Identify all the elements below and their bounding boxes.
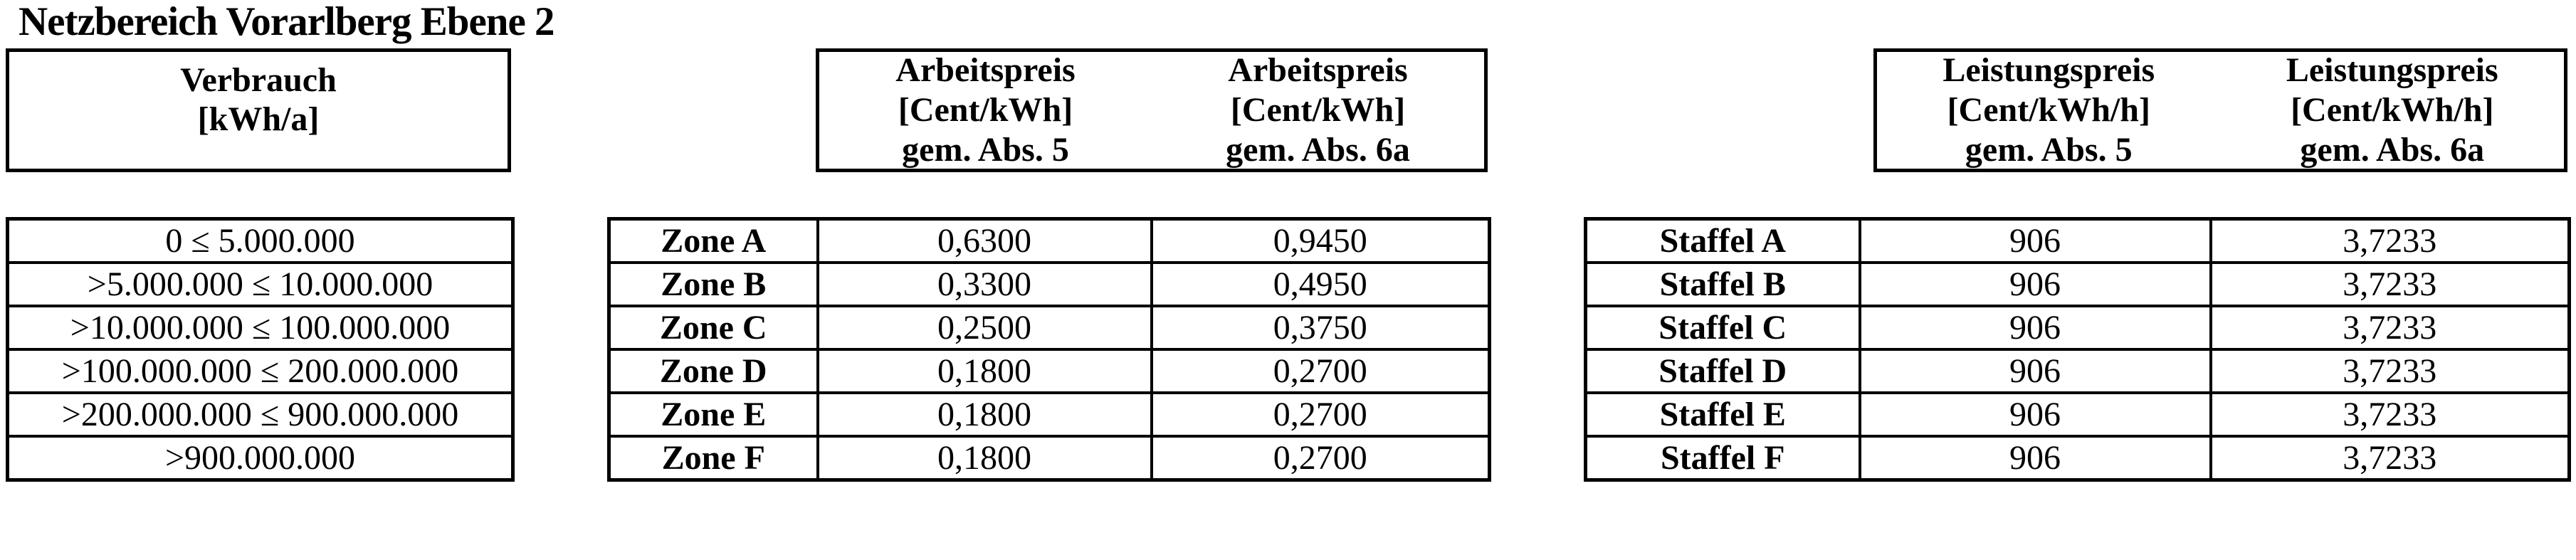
verbrauch-range: 0 ≤ 5.000.000: [6, 217, 515, 264]
arbeitspreis-abs6a-value: 0,2700: [1150, 435, 1491, 482]
verbrauch-header-box: Verbrauch [kWh/a]: [6, 48, 511, 172]
leistungspreis-abs5-header-line1: Leistungspreis: [1942, 51, 2155, 89]
staffel-label: Staffel C: [1584, 305, 1861, 351]
arbeitspreis-abs6a-header: Arbeitspreis [Cent/kWh] gem. Abs. 6a: [1152, 51, 1484, 169]
table-row: 0 ≤ 5.000.000: [6, 217, 515, 264]
table-row: Zone E 0,1800 0,2700: [607, 391, 1491, 438]
staffel-label: Staffel F: [1584, 435, 1861, 482]
leistungspreis-abs5-header-line3: gem. Abs. 5: [1965, 131, 2133, 169]
arbeitspreis-abs5-header-line2: [Cent/kWh]: [898, 91, 1073, 129]
table-row: Zone C 0,2500 0,3750: [607, 305, 1491, 351]
arbeitspreis-abs5-value: 0,1800: [816, 348, 1153, 394]
table-row: Zone F 0,1800 0,2700: [607, 435, 1491, 482]
arbeitspreis-abs5-value: 0,2500: [816, 305, 1153, 351]
leistungspreis-abs6a-value: 3,7233: [2209, 305, 2571, 351]
arbeitspreis-abs5-value: 0,1800: [816, 391, 1153, 438]
zone-label: Zone D: [607, 348, 819, 394]
leistungspreis-abs6a-value: 3,7233: [2209, 217, 2571, 264]
zone-label: Zone F: [607, 435, 819, 482]
leistungspreis-abs6a-value: 3,7233: [2209, 391, 2571, 438]
table-row: Staffel C 906 3,7233: [1584, 305, 2571, 351]
table-row: >200.000.000 ≤ 900.000.000: [6, 391, 515, 438]
leistungspreis-abs5-value: 906: [1858, 305, 2212, 351]
leistungspreis-abs6a-header: Leistungspreis [Cent/kWh/h] gem. Abs. 6a: [2221, 51, 2565, 169]
arbeitspreis-abs6a-value: 0,3750: [1150, 305, 1491, 351]
leistungspreis-abs6a-header-line1: Leistungspreis: [2286, 51, 2498, 89]
leistungspreis-abs5-header: Leistungspreis [Cent/kWh/h] gem. Abs. 5: [1877, 51, 2221, 169]
table-row: Zone B 0,3300 0,4950: [607, 261, 1491, 307]
verbrauch-header-line2: [kWh/a]: [197, 100, 320, 138]
table-row: >10.000.000 ≤ 100.000.000: [6, 305, 515, 351]
staffel-label: Staffel E: [1584, 391, 1861, 438]
leistungspreis-abs6a-value: 3,7233: [2209, 261, 2571, 307]
page-title: Netzbereich Vorarlberg Ebene 2: [19, 0, 555, 44]
arbeitspreis-abs6a-value: 0,2700: [1150, 391, 1491, 438]
arbeitspreis-abs5-header-line1: Arbeitspreis: [895, 51, 1076, 89]
arbeitspreis-abs6a-header-line3: gem. Abs. 6a: [1226, 131, 1410, 169]
leistungspreis-abs5-header-line2: [Cent/kWh/h]: [1947, 91, 2150, 129]
staffel-label: Staffel D: [1584, 348, 1861, 394]
arbeitspreis-abs5-value: 0,6300: [816, 217, 1153, 264]
leistungspreis-header-box: Leistungspreis [Cent/kWh/h] gem. Abs. 5 …: [1873, 48, 2567, 172]
arbeitspreis-abs5-header: Arbeitspreis [Cent/kWh] gem. Abs. 5: [819, 51, 1152, 169]
arbeitspreis-abs6a-value: 0,4950: [1150, 261, 1491, 307]
arbeitspreis-abs6a-header-line1: Arbeitspreis: [1228, 51, 1408, 89]
arbeitspreis-table: Zone A 0,6300 0,9450 Zone B 0,3300 0,495…: [607, 217, 1491, 482]
leistungspreis-table: Staffel A 906 3,7233 Staffel B 906 3,723…: [1584, 217, 2571, 482]
table-row: >100.000.000 ≤ 200.000.000: [6, 348, 515, 394]
table-row: >900.000.000: [6, 435, 515, 482]
verbrauch-header-line1: Verbrauch: [180, 61, 337, 99]
table-row: Staffel B 906 3,7233: [1584, 261, 2571, 307]
leistungspreis-abs6a-header-line3: gem. Abs. 6a: [2300, 131, 2485, 169]
verbrauch-range: >10.000.000 ≤ 100.000.000: [6, 305, 515, 351]
verbrauch-range: >900.000.000: [6, 435, 515, 482]
zone-label: Zone E: [607, 391, 819, 438]
zone-label: Zone B: [607, 261, 819, 307]
leistungspreis-abs5-value: 906: [1858, 217, 2212, 264]
verbrauch-range: >100.000.000 ≤ 200.000.000: [6, 348, 515, 394]
zone-label: Zone C: [607, 305, 819, 351]
table-row: Zone D 0,1800 0,2700: [607, 348, 1491, 394]
table-row: Zone A 0,6300 0,9450: [607, 217, 1491, 264]
table-row: Staffel D 906 3,7233: [1584, 348, 2571, 394]
table-row: Staffel F 906 3,7233: [1584, 435, 2571, 482]
leistungspreis-abs5-value: 906: [1858, 435, 2212, 482]
table-row: Staffel A 906 3,7233: [1584, 217, 2571, 264]
arbeitspreis-abs6a-value: 0,2700: [1150, 348, 1491, 394]
leistungspreis-abs5-value: 906: [1858, 348, 2212, 394]
leistungspreis-abs6a-header-line2: [Cent/kWh/h]: [2291, 91, 2494, 129]
leistungspreis-abs6a-value: 3,7233: [2209, 435, 2571, 482]
verbrauch-table: 0 ≤ 5.000.000 >5.000.000 ≤ 10.000.000 >1…: [6, 217, 515, 482]
leistungspreis-abs5-value: 906: [1858, 261, 2212, 307]
arbeitspreis-abs5-header-line3: gem. Abs. 5: [902, 131, 1069, 169]
verbrauch-range: >200.000.000 ≤ 900.000.000: [6, 391, 515, 438]
leistungspreis-abs6a-value: 3,7233: [2209, 348, 2571, 394]
arbeitspreis-abs5-value: 0,1800: [816, 435, 1153, 482]
zone-label: Zone A: [607, 217, 819, 264]
arbeitspreis-header-box: Arbeitspreis [Cent/kWh] gem. Abs. 5 Arbe…: [816, 48, 1488, 172]
table-row: Staffel E 906 3,7233: [1584, 391, 2571, 438]
arbeitspreis-abs6a-header-line2: [Cent/kWh]: [1230, 91, 1406, 129]
table-row: >5.000.000 ≤ 10.000.000: [6, 261, 515, 307]
staffel-label: Staffel B: [1584, 261, 1861, 307]
arbeitspreis-abs6a-value: 0,9450: [1150, 217, 1491, 264]
staffel-label: Staffel A: [1584, 217, 1861, 264]
verbrauch-range: >5.000.000 ≤ 10.000.000: [6, 261, 515, 307]
leistungspreis-abs5-value: 906: [1858, 391, 2212, 438]
arbeitspreis-abs5-value: 0,3300: [816, 261, 1153, 307]
